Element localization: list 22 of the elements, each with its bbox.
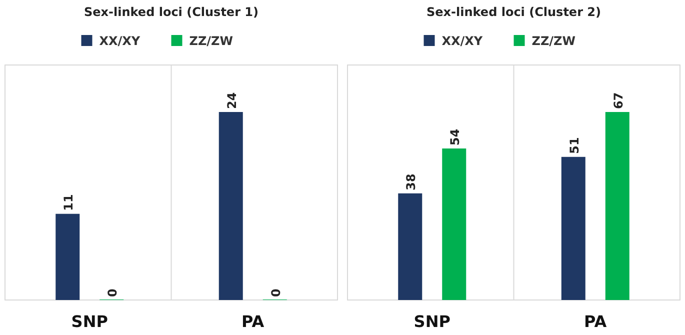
bar (398, 193, 422, 300)
chart-title: Sex-linked loci (Cluster 2) (426, 5, 601, 19)
data-label: 0 (268, 288, 283, 297)
x-tick-label: SNP (414, 312, 451, 331)
bar (605, 112, 630, 300)
legend-label: ZZ/ZW (189, 34, 233, 48)
x-tick-label: PA (242, 312, 265, 331)
x-tick-label: SNP (71, 312, 108, 331)
bar (442, 148, 466, 300)
x-tick-label: PA (584, 312, 608, 331)
data-label: 51 (567, 137, 582, 154)
legend-label: ZZ/ZW (532, 34, 576, 48)
bar (561, 156, 586, 300)
data-label: 24 (224, 92, 239, 109)
data-label: 54 (448, 128, 462, 146)
legend-label: XX/XY (99, 34, 140, 48)
data-label: 67 (611, 92, 626, 109)
data-label: 11 (62, 194, 76, 211)
chart-title: Sex-linked loci (Cluster 1) (84, 5, 258, 19)
data-label: 38 (404, 174, 418, 190)
legend-label: XX/XY (442, 34, 483, 48)
data-label: 0 (106, 288, 120, 297)
